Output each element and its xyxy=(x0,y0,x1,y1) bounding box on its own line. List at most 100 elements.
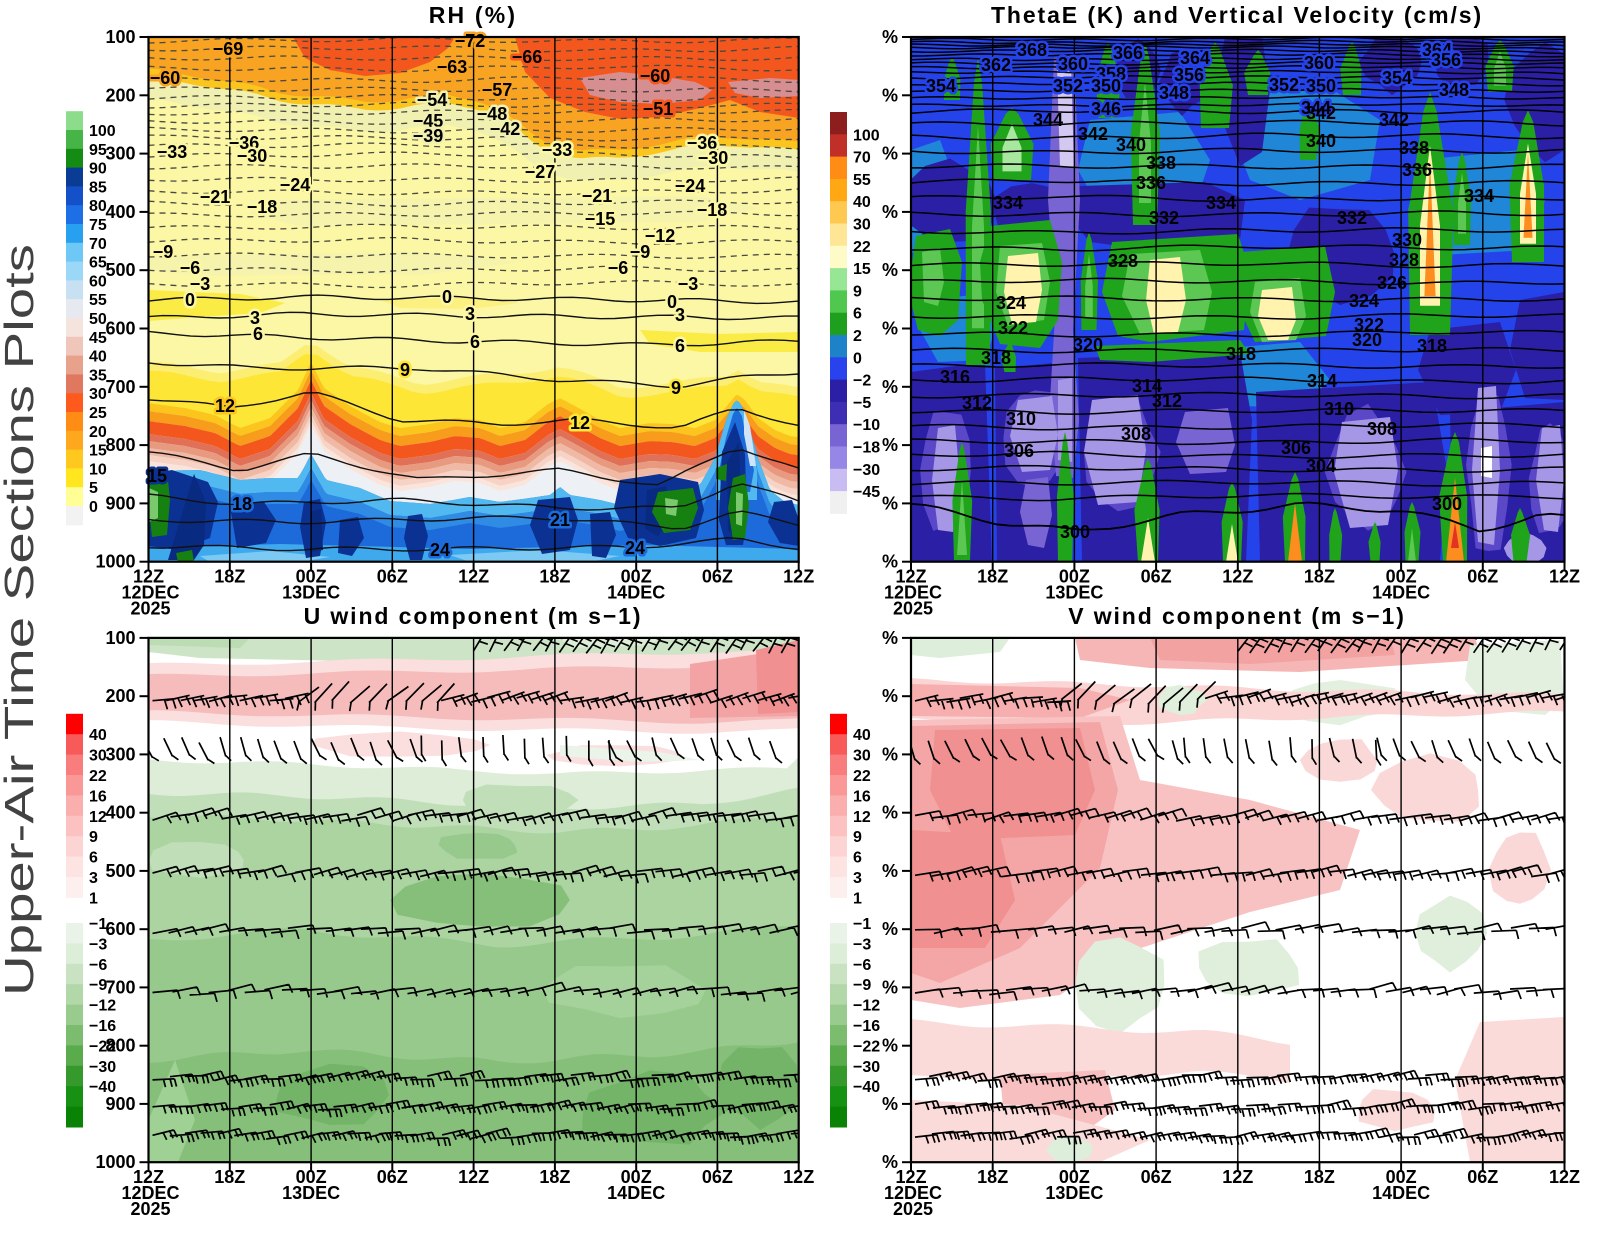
svg-text:%: % xyxy=(882,1036,898,1056)
svg-text:340: 340 xyxy=(1306,131,1336,151)
svg-text:%: % xyxy=(882,977,898,997)
svg-text:368: 368 xyxy=(1017,40,1047,60)
svg-text:900: 900 xyxy=(105,1094,135,1114)
svg-text:%: % xyxy=(882,861,898,881)
svg-text:318: 318 xyxy=(981,348,1011,368)
svg-text:−18: −18 xyxy=(697,200,728,220)
svg-text:342: 342 xyxy=(1379,110,1409,130)
svg-text:334: 334 xyxy=(1206,193,1236,213)
svg-text:312: 312 xyxy=(1152,391,1182,411)
svg-text:15: 15 xyxy=(89,443,107,460)
svg-text:−40: −40 xyxy=(853,1079,880,1096)
svg-text:322: 322 xyxy=(998,318,1028,338)
svg-text:90: 90 xyxy=(89,161,107,178)
svg-text:500: 500 xyxy=(105,260,135,280)
svg-text:352: 352 xyxy=(1269,75,1299,95)
svg-text:−9: −9 xyxy=(630,242,651,262)
svg-text:0: 0 xyxy=(185,290,195,310)
svg-text:00Z: 00Z xyxy=(1059,567,1090,587)
svg-text:−3: −3 xyxy=(853,936,871,953)
svg-text:−72: −72 xyxy=(455,31,486,51)
svg-text:500: 500 xyxy=(105,861,135,881)
svg-text:−69: −69 xyxy=(213,39,244,59)
svg-text:328: 328 xyxy=(1108,251,1138,271)
svg-text:−12: −12 xyxy=(853,998,880,1015)
svg-text:−9: −9 xyxy=(853,977,871,994)
svg-text:12DEC: 12DEC xyxy=(884,1183,942,1203)
svg-text:−9: −9 xyxy=(89,977,107,994)
svg-text:0: 0 xyxy=(89,499,98,516)
svg-text:−30: −30 xyxy=(89,1059,116,1076)
svg-text:RH (%): RH (%) xyxy=(429,2,518,28)
svg-text:−45: −45 xyxy=(413,111,444,131)
svg-text:55: 55 xyxy=(853,172,871,189)
svg-text:5: 5 xyxy=(89,480,98,497)
svg-text:12Z: 12Z xyxy=(783,567,814,587)
svg-text:318: 318 xyxy=(1226,344,1256,364)
svg-text:−22: −22 xyxy=(853,1038,880,1055)
svg-text:40: 40 xyxy=(89,727,107,744)
svg-text:12Z: 12Z xyxy=(1549,567,1580,587)
svg-text:2: 2 xyxy=(853,328,862,345)
svg-text:306: 306 xyxy=(1281,438,1311,458)
svg-text:70: 70 xyxy=(853,150,871,167)
svg-text:−60: −60 xyxy=(640,66,671,86)
svg-text:13DEC: 13DEC xyxy=(1045,583,1103,603)
svg-text:13DEC: 13DEC xyxy=(282,1183,340,1203)
svg-text:−6: −6 xyxy=(608,258,629,278)
svg-text:50: 50 xyxy=(89,311,107,328)
svg-text:330: 330 xyxy=(1392,230,1422,250)
svg-text:−27: −27 xyxy=(525,162,556,182)
svg-text:2025: 2025 xyxy=(130,1199,170,1219)
svg-text:336: 336 xyxy=(1136,173,1166,193)
svg-text:600: 600 xyxy=(105,319,135,339)
svg-text:12Z: 12Z xyxy=(895,1167,926,1187)
svg-text:800: 800 xyxy=(105,435,135,455)
svg-text:366: 366 xyxy=(1113,43,1143,63)
svg-text:−9: −9 xyxy=(153,242,174,262)
svg-text:20: 20 xyxy=(89,424,107,441)
svg-text:00Z: 00Z xyxy=(296,1167,327,1187)
svg-text:14DEC: 14DEC xyxy=(1372,1183,1430,1203)
svg-text:308: 308 xyxy=(1121,424,1151,444)
svg-text:354: 354 xyxy=(1382,68,1412,88)
svg-text:13DEC: 13DEC xyxy=(282,583,340,603)
svg-text:700: 700 xyxy=(105,377,135,397)
svg-text:332: 332 xyxy=(1149,208,1179,228)
svg-text:310: 310 xyxy=(1006,409,1036,429)
svg-text:600: 600 xyxy=(105,919,135,939)
svg-text:22: 22 xyxy=(853,239,871,256)
svg-text:30: 30 xyxy=(89,386,107,403)
svg-text:−36: −36 xyxy=(229,133,260,153)
svg-text:%: % xyxy=(882,377,898,397)
svg-text:9: 9 xyxy=(89,829,98,846)
svg-text:2025: 2025 xyxy=(130,599,170,619)
svg-text:2025: 2025 xyxy=(893,599,933,619)
svg-text:Upper-Air Time Sections Plots: Upper-Air Time Sections Plots xyxy=(0,244,42,996)
svg-text:346: 346 xyxy=(1091,99,1121,119)
svg-text:332: 332 xyxy=(1337,208,1367,228)
svg-text:%: % xyxy=(882,85,898,105)
svg-text:−5: −5 xyxy=(853,395,871,412)
svg-text:400: 400 xyxy=(105,202,135,222)
svg-text:30: 30 xyxy=(853,217,871,234)
svg-text:6: 6 xyxy=(853,850,862,867)
svg-text:12Z: 12Z xyxy=(458,1167,489,1187)
svg-text:12: 12 xyxy=(570,413,590,433)
svg-text:348: 348 xyxy=(1439,80,1469,100)
svg-text:24: 24 xyxy=(625,538,645,558)
svg-text:06Z: 06Z xyxy=(1467,567,1498,587)
svg-text:00Z: 00Z xyxy=(296,567,327,587)
svg-text:200: 200 xyxy=(105,85,135,105)
svg-text:12DEC: 12DEC xyxy=(121,583,179,603)
svg-text:306: 306 xyxy=(1004,441,1034,461)
svg-text:16: 16 xyxy=(89,788,107,805)
svg-text:12Z: 12Z xyxy=(1222,567,1253,587)
svg-text:95: 95 xyxy=(89,142,107,159)
svg-text:−6: −6 xyxy=(180,258,201,278)
svg-text:ThetaE (K) and Vertical Veloci: ThetaE (K) and Vertical Velocity (cm/s) xyxy=(991,2,1483,28)
svg-text:−18: −18 xyxy=(247,197,278,217)
svg-text:−16: −16 xyxy=(89,1018,116,1035)
svg-text:1000: 1000 xyxy=(95,1152,135,1172)
svg-text:%: % xyxy=(882,1152,898,1172)
